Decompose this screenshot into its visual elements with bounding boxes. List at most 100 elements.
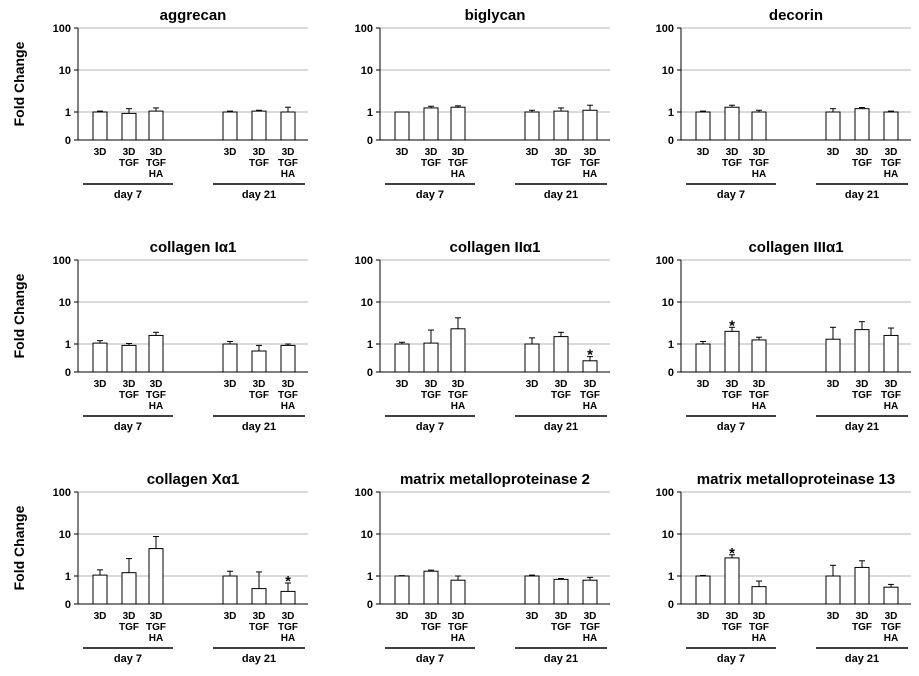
category-label: 3D <box>697 147 710 158</box>
y-tick-label: 100 <box>355 23 373 35</box>
category-label: 3D <box>123 379 136 390</box>
category-label: 3D <box>827 611 840 622</box>
bar <box>695 343 711 373</box>
bar <box>751 339 767 373</box>
category-label: 3D <box>253 379 266 390</box>
group-label: day 7 <box>717 653 745 665</box>
chart-panel: matrix metalloproteinase 1301101003D*3DT… <box>656 471 911 665</box>
category-label: TGF <box>249 390 269 401</box>
category-label: 3D <box>224 379 237 390</box>
category-label: 3D <box>94 379 107 390</box>
category-label: TGF <box>119 390 139 401</box>
category-label: TGF <box>551 390 571 401</box>
bar <box>251 588 267 605</box>
bar <box>121 344 137 373</box>
bar <box>825 111 841 141</box>
category-label: 3D <box>555 611 568 622</box>
group-label: day 7 <box>416 421 444 433</box>
y-tick-label: 100 <box>656 23 674 35</box>
category-label: TGF <box>119 622 139 633</box>
y-tick-label: 0 <box>367 367 373 379</box>
bar <box>251 350 267 373</box>
category-label: 3D <box>697 611 710 622</box>
category-label: TGF <box>881 390 901 401</box>
y-tick-label: 100 <box>656 487 674 499</box>
y-tick-label: 100 <box>53 255 71 267</box>
category-label: 3D <box>827 147 840 158</box>
category-label: 3D <box>396 379 409 390</box>
category-label: TGF <box>278 390 298 401</box>
bar <box>582 109 598 141</box>
bar <box>582 579 598 605</box>
y-tick-label: 1 <box>668 339 674 351</box>
bar <box>724 330 740 373</box>
category-label: 3D <box>425 611 438 622</box>
y-tick-label: 10 <box>361 529 373 541</box>
y-tick-label: 10 <box>59 65 71 77</box>
bar <box>724 557 740 605</box>
category-label: HA <box>884 633 898 644</box>
bar <box>450 579 466 605</box>
y-tick-label: 100 <box>355 255 373 267</box>
category-label: HA <box>583 401 597 412</box>
category-label: 3D <box>282 379 295 390</box>
category-label: 3D <box>425 147 438 158</box>
category-label: 3D <box>827 379 840 390</box>
y-axis-label: Fold Change <box>11 273 27 358</box>
category-label: TGF <box>249 622 269 633</box>
category-label: TGF <box>278 622 298 633</box>
category-label: TGF <box>722 390 742 401</box>
bar <box>695 111 711 141</box>
category-label: 3D <box>885 379 898 390</box>
group-label: day 7 <box>114 189 142 201</box>
category-label: HA <box>451 169 465 180</box>
bar <box>825 575 841 605</box>
bar <box>423 570 439 605</box>
category-label: 3D <box>253 611 266 622</box>
category-label: 3D <box>123 147 136 158</box>
chart-title: collagen Iα1 <box>150 239 237 256</box>
bar <box>553 336 569 373</box>
y-tick-label: 1 <box>65 339 71 351</box>
group-label: day 7 <box>717 421 745 433</box>
y-tick-label: 1 <box>668 571 674 583</box>
y-tick-label: 0 <box>367 135 373 147</box>
category-label: TGF <box>278 158 298 169</box>
chart-title: matrix metalloproteinase 2 <box>400 471 590 488</box>
bar <box>280 590 296 605</box>
category-label: TGF <box>749 390 769 401</box>
y-tick-label: 1 <box>367 107 373 119</box>
category-label: 3D <box>396 611 409 622</box>
y-tick-label: 0 <box>65 367 71 379</box>
chart-title: biglycan <box>465 7 526 24</box>
y-tick-label: 10 <box>59 297 71 309</box>
category-label: 3D <box>726 147 739 158</box>
group-label: day 21 <box>845 653 879 665</box>
bar <box>280 344 296 373</box>
chart-title: collagen IIIα1 <box>748 239 843 256</box>
bar <box>883 111 899 141</box>
category-label: 3D <box>150 147 163 158</box>
significance-star: * <box>285 573 291 590</box>
bar <box>883 586 899 605</box>
category-label: TGF <box>421 390 441 401</box>
category-label: HA <box>281 401 295 412</box>
bar <box>222 111 238 141</box>
category-label: 3D <box>150 611 163 622</box>
group-label: day 21 <box>544 653 578 665</box>
category-label: TGF <box>852 390 872 401</box>
y-tick-label: 10 <box>662 529 674 541</box>
category-label: 3D <box>753 147 766 158</box>
y-tick-label: 100 <box>53 23 71 35</box>
bar <box>394 575 410 605</box>
bar <box>148 334 164 373</box>
category-label: TGF <box>881 622 901 633</box>
category-label: 3D <box>856 611 869 622</box>
bar <box>394 343 410 373</box>
category-label: TGF <box>580 622 600 633</box>
